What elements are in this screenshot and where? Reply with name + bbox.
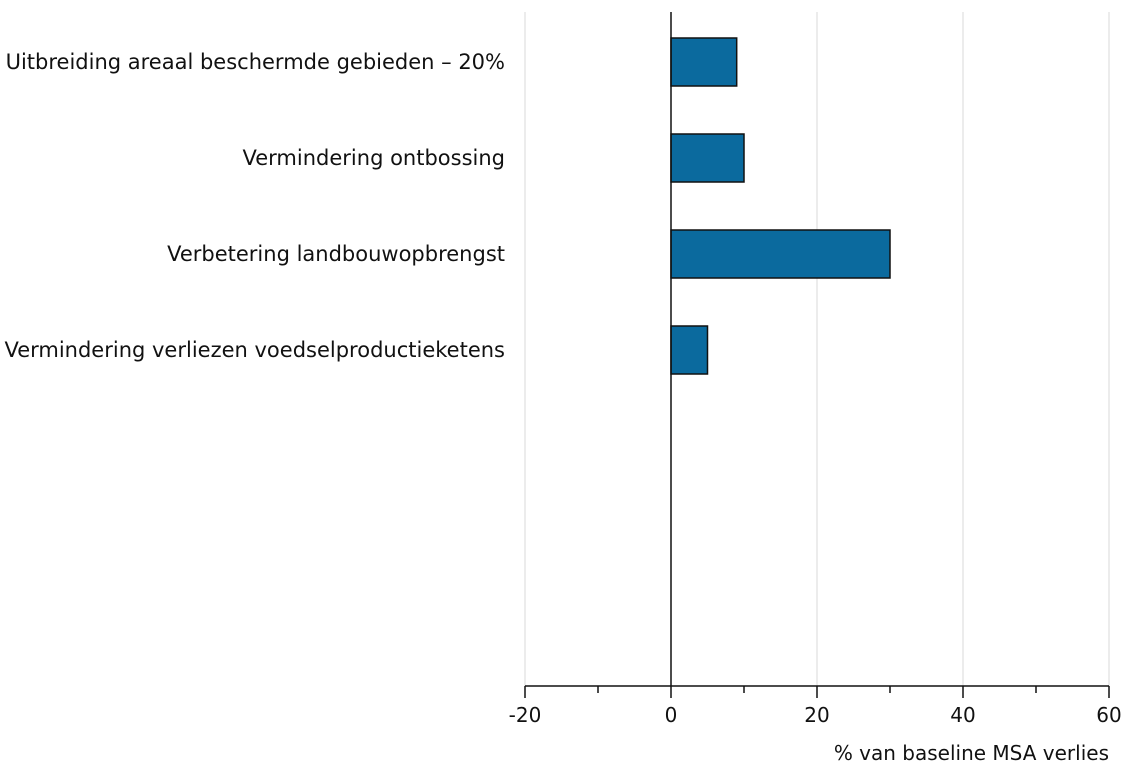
category-labels: Uitbreiding areaal beschermde gebieden –… [4, 50, 505, 362]
x-tick-label-3: 40 [950, 703, 975, 727]
bar-1 [670, 133, 745, 183]
grid-lines [524, 12, 1110, 686]
bar-2 [670, 229, 891, 279]
x-tick-label-1: 0 [665, 703, 678, 727]
x-tick-label-2: 20 [804, 703, 829, 727]
tick-labels: -20 0 20 40 60 [509, 703, 1122, 727]
x-tick-label-4: 60 [1096, 703, 1121, 727]
category-label-3: Vermindering verliezen voedselproductiek… [4, 338, 505, 362]
axes [524, 12, 1110, 698]
category-label-0: Uitbreiding areaal beschermde gebieden –… [6, 50, 505, 74]
bar-3 [670, 325, 709, 375]
category-label-1: Vermindering ontbossing [243, 146, 505, 170]
x-tick-label-0: -20 [509, 703, 542, 727]
bar-0 [670, 37, 738, 87]
category-label-2: Verbetering landbouwopbrengst [167, 242, 505, 266]
bars [670, 37, 891, 375]
x-axis-title: % van baseline MSA verlies [834, 741, 1109, 765]
